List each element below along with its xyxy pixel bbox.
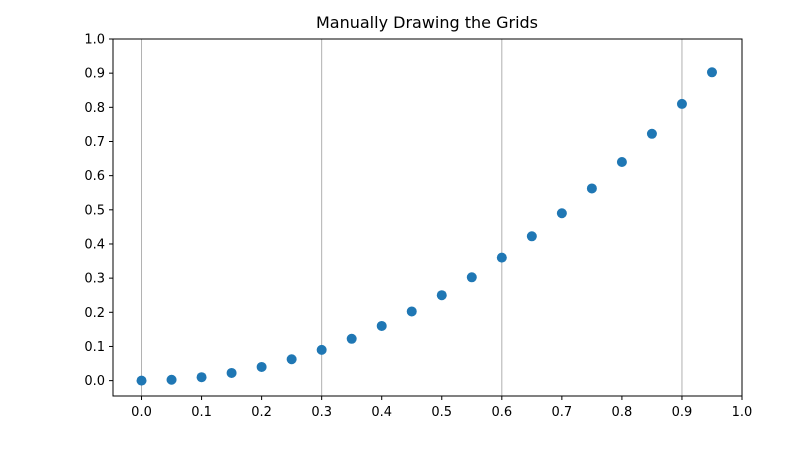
data-point-16: [616, 156, 627, 167]
x-tick-label-6: 0.6: [491, 405, 512, 420]
y-tick-label-0: 0.0: [84, 374, 105, 389]
x-tick-label-8: 0.8: [612, 405, 633, 420]
y-tick-label-8: 0.8: [84, 101, 105, 116]
data-point-5: [286, 354, 297, 365]
data-point-1: [166, 374, 177, 385]
data-point-13: [526, 231, 537, 242]
x-tick-label-4: 0.4: [371, 405, 392, 420]
y-tick-label-5: 0.5: [84, 203, 105, 218]
data-point-2: [196, 372, 207, 383]
y-axis-ticks: 0.0 0.1 0.2 0.3 0.4 0.5 0.6 0.7 0.8 0.9 1.0: [84, 33, 113, 389]
x-axis-ticks: 0.0 0.1 0.2 0.3 0.4 0.5 0.6 0.7 0.8 0.9 1.0: [131, 396, 752, 420]
data-point-10: [436, 290, 447, 301]
data-point-6: [316, 344, 327, 355]
data-point-15: [586, 183, 597, 194]
data-point-9: [406, 306, 417, 317]
y-tick-label-6: 0.6: [84, 169, 105, 184]
y-tick-label-4: 0.4: [84, 237, 105, 252]
data-point-8: [376, 320, 387, 331]
chart-title: Manually Drawing the Grids: [316, 13, 538, 32]
data-point-12: [496, 252, 507, 263]
y-tick-label-1: 0.1: [84, 340, 105, 355]
data-point-0: [136, 375, 147, 386]
x-tick-label-3: 0.3: [311, 405, 332, 420]
data-point-3: [226, 367, 237, 378]
x-tick-label-7: 0.7: [552, 405, 573, 420]
x-tick-label-9: 0.9: [672, 405, 693, 420]
data-point-11: [466, 272, 477, 283]
data-point-7: [346, 333, 357, 344]
grid-lines: [141, 39, 683, 396]
data-point-4: [256, 361, 267, 372]
x-tick-label-0: 0.0: [131, 405, 152, 420]
y-tick-label-3: 0.3: [84, 272, 105, 287]
y-tick-label-10: 1.0: [84, 33, 105, 48]
data-point-17: [646, 128, 657, 139]
data-points: [136, 67, 717, 386]
x-tick-label-5: 0.5: [431, 405, 452, 420]
y-tick-label-9: 0.9: [84, 67, 105, 82]
y-tick-label-7: 0.7: [84, 135, 105, 150]
y-tick-label-2: 0.2: [84, 306, 105, 321]
data-point-19: [706, 67, 717, 78]
axes-frame: [112, 38, 743, 397]
data-point-14: [556, 208, 567, 219]
x-tick-label-1: 0.1: [191, 405, 212, 420]
x-tick-label-2: 0.2: [251, 405, 272, 420]
data-point-18: [676, 98, 687, 109]
x-tick-label-10: 1.0: [732, 405, 753, 420]
